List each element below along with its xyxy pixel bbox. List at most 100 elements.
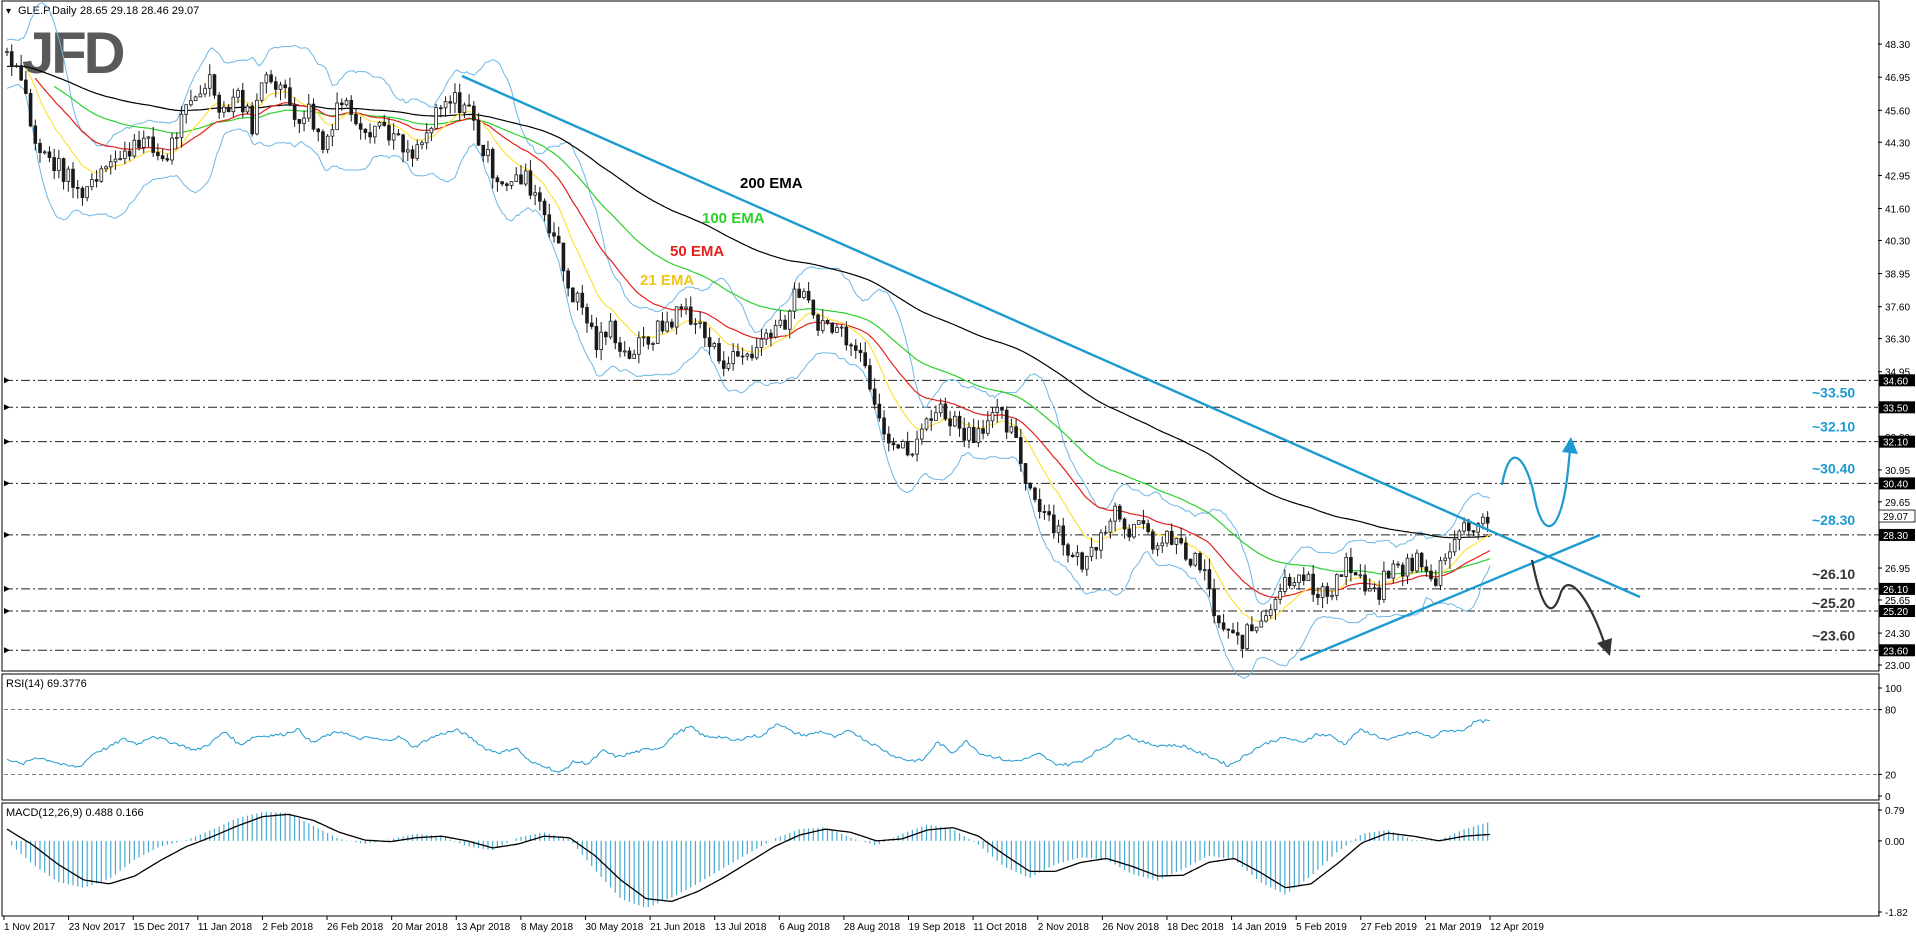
candle-body <box>1382 570 1386 600</box>
rsi-title: RSI(14) 69.3776 <box>6 678 87 690</box>
candle-body <box>193 96 198 102</box>
candle-body <box>589 322 594 327</box>
candle-body <box>316 128 321 133</box>
level-marker-icon <box>4 608 10 615</box>
candle-body <box>156 152 160 157</box>
candle-body <box>811 299 816 316</box>
candle-body <box>113 158 118 163</box>
candle-body <box>212 74 217 96</box>
candle-body <box>613 320 618 344</box>
candle-body <box>877 403 882 419</box>
candle-body <box>1250 624 1254 632</box>
candle-body <box>948 418 952 427</box>
candle-body <box>1165 530 1169 544</box>
candle-body <box>627 350 632 359</box>
candle-body <box>622 350 627 353</box>
candle-body <box>858 349 863 354</box>
main-price-panel[interactable] <box>1 0 1880 672</box>
candle-body <box>632 353 636 359</box>
rsi-panel[interactable] <box>1 673 1880 801</box>
candle-body <box>976 428 981 444</box>
symbol-header: GLE.P,Daily <box>18 5 77 17</box>
level-badge <box>1879 374 1915 387</box>
level-badge <box>1879 605 1915 618</box>
candle-body <box>1019 437 1023 464</box>
candle-body <box>1466 522 1471 532</box>
candle-body <box>401 134 405 153</box>
current-price-label: 29.07 <box>1883 512 1908 523</box>
candle-body <box>363 128 368 133</box>
macd-title: MACD(12,26,9) 0.488 0.166 <box>6 807 144 819</box>
candle-body <box>905 441 910 456</box>
candle-body <box>863 352 868 367</box>
candle-body <box>410 149 415 159</box>
candle-body <box>693 322 698 325</box>
candle-body <box>1438 560 1443 586</box>
time-tick-label: 23 Nov 2017 <box>69 922 126 933</box>
candle-body <box>1386 570 1391 579</box>
candle-body <box>670 321 674 328</box>
candle-body <box>1410 557 1414 572</box>
level-label: ~32.10 <box>1812 419 1855 435</box>
jfd-logo: JFD <box>22 21 124 86</box>
candle-body <box>1118 505 1122 520</box>
time-tick-label: 20 Mar 2018 <box>392 922 449 933</box>
candle-body <box>608 320 613 338</box>
candle-body <box>1217 615 1221 624</box>
candle-body <box>90 179 94 188</box>
candle-body <box>561 242 566 272</box>
candle-body <box>934 412 938 421</box>
time-tick-label: 13 Jul 2018 <box>715 922 767 933</box>
candle-body <box>556 235 561 244</box>
ema21-label: 21 EMA <box>640 272 694 289</box>
candle-body <box>740 355 745 358</box>
candle-body <box>1316 593 1320 598</box>
price-tick-label: 40.30 <box>1885 236 1910 247</box>
candle-body <box>330 129 335 137</box>
candle-body <box>901 441 905 449</box>
candle-body <box>764 332 768 340</box>
uptrend-support-line <box>1299 533 1601 662</box>
level-badge-label: 25.20 <box>1883 607 1908 618</box>
candle-body <box>1353 572 1358 576</box>
candle-body <box>1122 518 1127 530</box>
rsi-tick-label: 80 <box>1885 706 1897 717</box>
candle-body <box>868 365 872 390</box>
candle-body <box>641 336 646 339</box>
candle-body <box>844 326 849 346</box>
macd-panel[interactable] <box>1 802 1880 917</box>
candle-body <box>85 186 89 198</box>
candle-body <box>141 137 146 148</box>
level-label: ~28.30 <box>1812 512 1855 528</box>
candle-body <box>910 453 915 456</box>
candle-body <box>349 100 354 115</box>
time-axis: 1 Nov 2017 23 Nov 2017 15 Dec 2017 11 Jan 2… <box>3 916 1544 933</box>
candle-body <box>1264 615 1268 622</box>
time-tick-label: 14 Jan 2019 <box>1232 922 1287 933</box>
candle-body <box>38 142 42 153</box>
candle-body <box>820 320 825 331</box>
candle-body <box>665 321 669 332</box>
price-tick-label: 44.30 <box>1885 138 1910 149</box>
candle-body <box>1297 574 1301 583</box>
candle-body <box>967 427 971 441</box>
candle-body <box>754 347 759 359</box>
price-tick-label: 36.30 <box>1885 335 1910 346</box>
rsi-line-layer: 100 80 20 0 <box>4 684 1902 803</box>
level-badge <box>1879 477 1915 490</box>
price-tick-label: 26.95 <box>1885 564 1910 575</box>
candle-body <box>1372 587 1377 590</box>
candle-body <box>674 306 679 328</box>
collapse-arrow-icon[interactable]: ▾ <box>6 6 11 17</box>
time-tick-label: 6 Aug 2018 <box>779 922 830 933</box>
candle-body <box>123 150 127 159</box>
price-tick-label: 25.65 <box>1885 596 1910 607</box>
ema50-line <box>34 77 1491 599</box>
ema100-label: 100 EMA <box>702 210 765 227</box>
candle-body <box>75 187 80 189</box>
candle-body <box>174 136 179 139</box>
candle-body <box>495 177 500 183</box>
time-tick-label: 8 May 2018 <box>521 922 574 933</box>
candle-body <box>439 107 443 110</box>
candle-body <box>1254 626 1259 632</box>
